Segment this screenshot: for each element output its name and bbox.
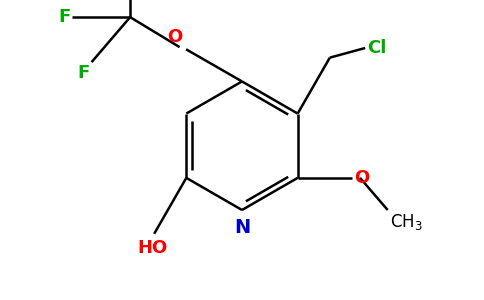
Text: CH$_3$: CH$_3$: [390, 212, 423, 232]
Text: O: O: [354, 169, 370, 187]
Text: Cl: Cl: [367, 39, 387, 57]
Text: F: F: [77, 64, 90, 82]
Text: HO: HO: [137, 239, 167, 257]
Text: O: O: [167, 28, 182, 46]
Text: F: F: [58, 8, 70, 26]
Text: N: N: [234, 218, 250, 237]
